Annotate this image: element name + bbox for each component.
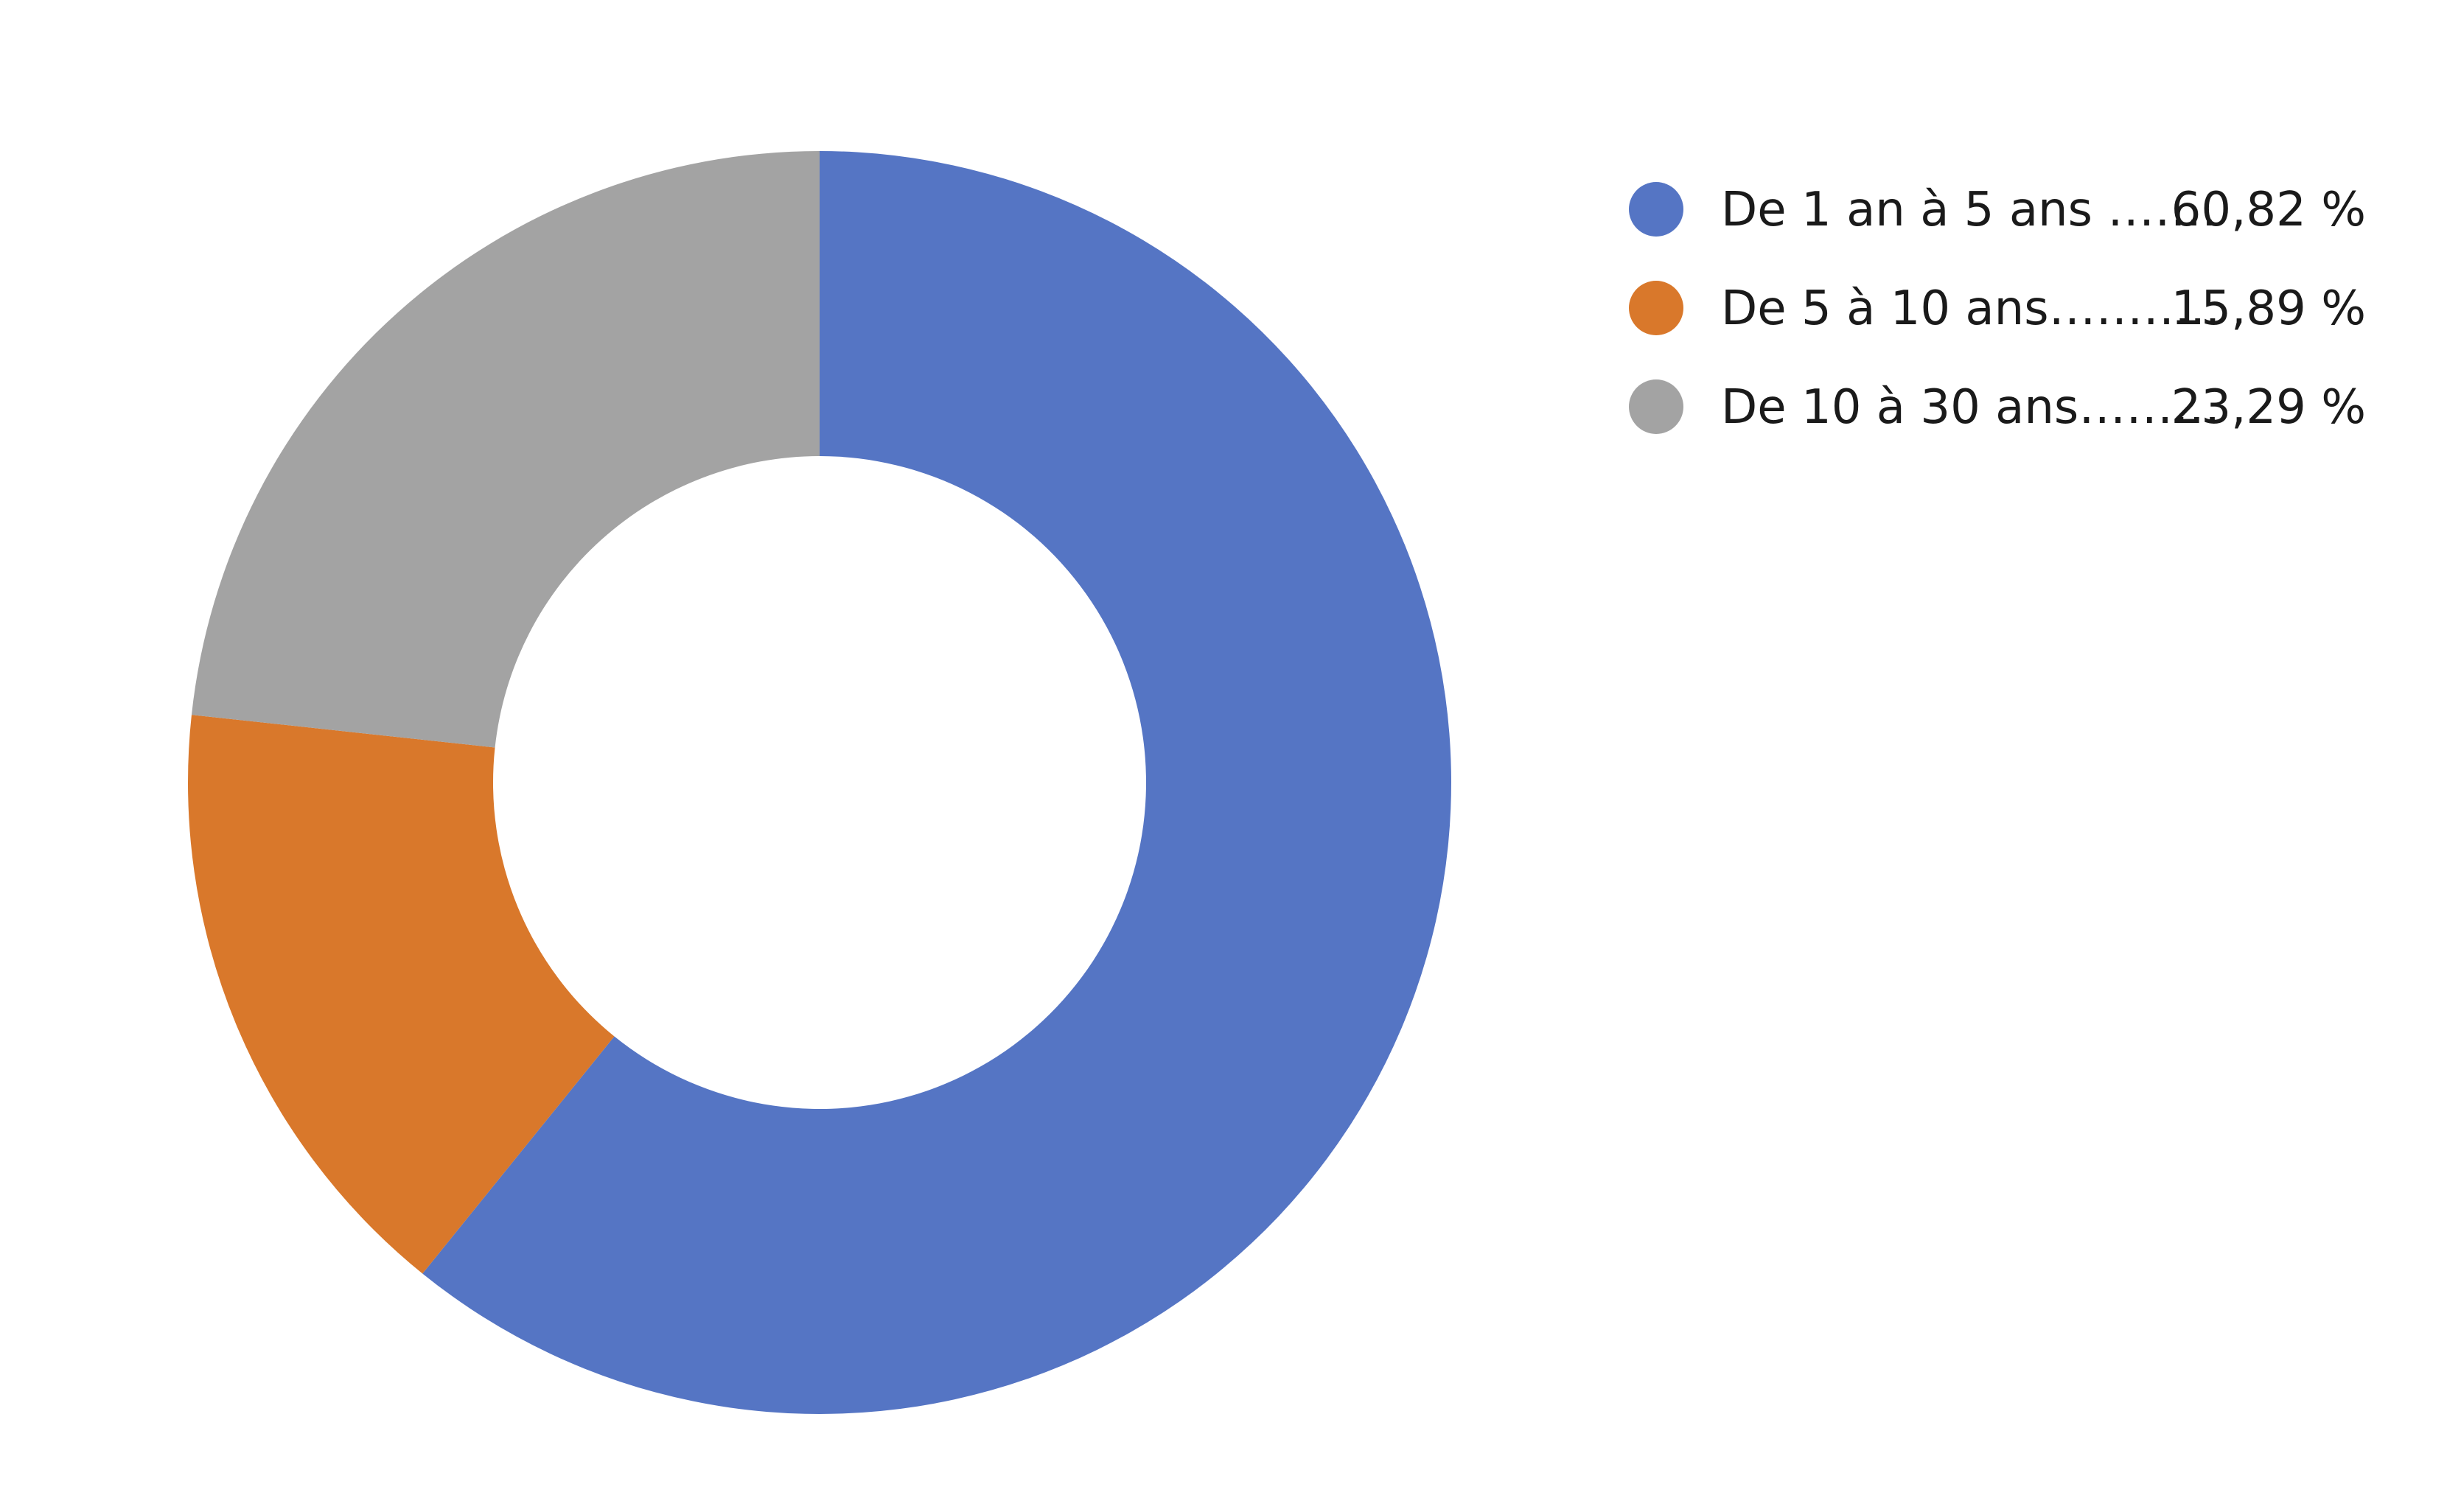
legend-item: De 1 an à 5 ans ……. 60,82 % <box>1629 181 2366 237</box>
donut-slice <box>191 151 820 748</box>
legend-label: De 5 à 10 ans……….. <box>1721 281 2221 336</box>
legend-marker-icon <box>1629 182 1683 237</box>
legend-value: 23,29 % <box>2171 380 2366 435</box>
donut-slice <box>422 151 1451 1414</box>
legend-marker-icon <box>1629 379 1683 434</box>
legend-item: De 5 à 10 ans……….. 15,89 % <box>1629 279 2366 336</box>
legend-value: 15,89 % <box>2171 281 2366 336</box>
legend-label: De 1 an à 5 ans ……. <box>1721 183 2217 237</box>
legend-value: 60,82 % <box>2171 183 2366 237</box>
legend-label: De 10 à 30 ans……… <box>1721 380 2221 435</box>
donut-slice <box>188 715 615 1274</box>
legend-marker-icon <box>1629 281 1683 335</box>
legend-item: De 10 à 30 ans……… 23,29 % <box>1629 378 2366 435</box>
legend: De 1 an à 5 ans ……. 60,82 % De 5 à 10 an… <box>1629 181 2366 477</box>
donut-slices <box>188 151 1451 1414</box>
